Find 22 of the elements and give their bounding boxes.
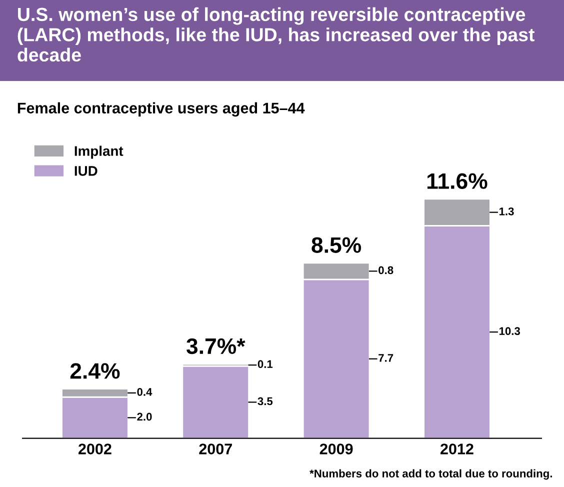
x-tick-label: 2002 <box>78 444 112 454</box>
data-label: 7.7 <box>378 354 394 362</box>
total-label: 8.5% <box>312 237 362 253</box>
legend-label: Implant <box>74 146 124 159</box>
data-label: 0.8 <box>378 266 394 274</box>
x-tick-label: 2012 <box>440 444 474 454</box>
data-label: 0.1 <box>258 360 273 368</box>
data-label: 1.3 <box>499 207 514 216</box>
bar <box>182 365 250 438</box>
total-label: 3.7%* <box>186 338 246 354</box>
text: *Numbers do not add to total due to rounding. <box>310 469 552 480</box>
data-label: 2.0 <box>137 412 152 421</box>
x-tick-label: 2009 <box>320 444 353 454</box>
data-label: 3.5 <box>258 397 273 406</box>
data-label: 10.3 <box>499 327 520 336</box>
x-tick-label: 2007 <box>199 444 232 454</box>
total-label: 2.4% <box>70 363 120 379</box>
legend-label: IUD <box>74 166 98 176</box>
data-label: 0.4 <box>137 388 152 396</box>
chart-subtitle: Female contraceptive users aged 15–44 <box>18 102 305 117</box>
chart-title: U.S. women’s use of long-acting reversible contraceptive (LARC) methods, like the IUD, has increased over the past decade <box>18 7 535 62</box>
total-label: 11.6% <box>427 173 488 189</box>
